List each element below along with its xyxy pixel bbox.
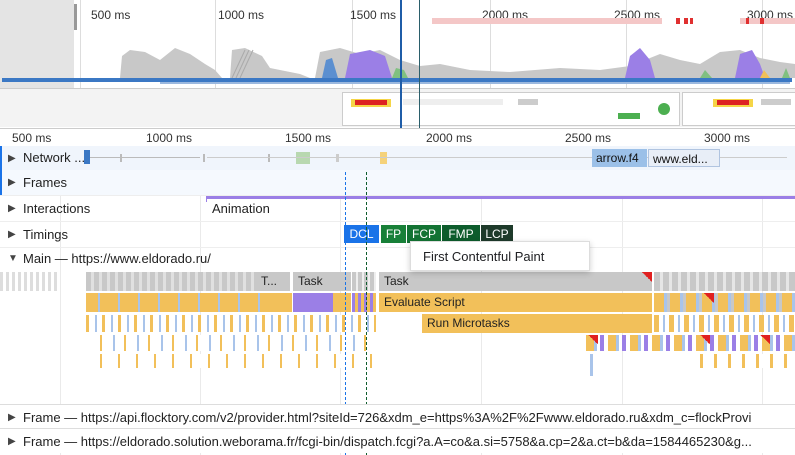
overview-network-bar	[2, 78, 792, 82]
long-task-marker	[760, 18, 764, 24]
fmp-marker[interactable]: FMP	[442, 225, 480, 243]
main-track-label[interactable]: Main — https://www.eldorado.ru/	[23, 251, 211, 266]
network-track-label[interactable]: Network ...	[23, 150, 86, 165]
expand-triangle-icon[interactable]: ▶	[8, 177, 16, 188]
frames-track[interactable]: ▶ Frames	[0, 170, 795, 196]
frame-track-weborama[interactable]: ▶ Frame — https://eldorado.solution.webo…	[0, 428, 795, 453]
overview-tick-1500: 1500 ms	[350, 8, 397, 22]
task-block[interactable]: Task	[293, 272, 351, 291]
ruler-tick-500: 500 ms	[12, 131, 52, 145]
lcp-marker[interactable]: LCP	[481, 225, 513, 243]
overview-window-left-handle[interactable]	[400, 0, 402, 128]
fcp-marker[interactable]: FCP	[407, 225, 441, 243]
run-microtasks-block[interactable]: Run Microtasks	[422, 314, 652, 333]
fp-marker[interactable]: FP	[381, 225, 406, 243]
expand-triangle-icon[interactable]: ▶	[8, 412, 16, 423]
ruler-tick-2500: 2500 ms	[565, 131, 612, 145]
ruler-tick-1000: 1000 ms	[146, 131, 193, 145]
long-task-strip	[432, 18, 662, 24]
frame-track-label[interactable]: Frame — https://api.flocktory.com/v2/pro…	[23, 410, 752, 425]
frame-track-flocktory[interactable]: ▶ Frame — https://api.flocktory.com/v2/p…	[0, 404, 795, 429]
network-track[interactable]: ▶ Network ... arrow.f4 www.eld...	[0, 146, 795, 171]
task-block[interactable]: T...	[256, 272, 290, 291]
network-request-arrow[interactable]: arrow.f4	[592, 149, 647, 167]
long-task-strip	[740, 18, 795, 24]
expand-triangle-icon[interactable]: ▶	[8, 436, 16, 447]
timings-track[interactable]: ▶ Timings DCL FP FCP FMP LCP	[0, 221, 795, 248]
time-ruler: 500 ms 1000 ms 1500 ms 2000 ms 2500 ms 3…	[0, 128, 795, 147]
long-task-marker	[684, 18, 688, 24]
long-task-marker	[746, 18, 749, 24]
long-task-marker	[690, 18, 693, 24]
screenshot-thumbnail[interactable]	[682, 92, 795, 126]
network-request-eldorado[interactable]: www.eld...	[648, 149, 720, 167]
screenshot-thumbnail[interactable]	[342, 92, 680, 126]
overview-selection-handle[interactable]	[74, 4, 77, 30]
cpu-activity-chart	[120, 48, 795, 78]
timeline-overview[interactable]: 500 ms 1000 ms 1500 ms 2000 ms 2500 ms 3…	[0, 0, 795, 128]
long-task-marker	[676, 18, 680, 24]
rendering-block[interactable]	[293, 293, 333, 312]
network-request[interactable]	[84, 150, 90, 164]
ruler-tick-2000: 2000 ms	[426, 131, 473, 145]
overview-window-right-handle[interactable]	[419, 0, 420, 128]
animation-bar[interactable]	[206, 196, 795, 199]
interactions-track-label[interactable]: Interactions	[23, 201, 91, 216]
overview-network-bar-light	[160, 82, 790, 84]
network-request[interactable]	[380, 152, 387, 164]
dcl-line	[345, 172, 346, 455]
animation-label: Animation	[212, 201, 270, 216]
ruler-tick-1500: 1500 ms	[285, 131, 332, 145]
long-task-flag-icon	[704, 293, 714, 303]
network-request[interactable]	[296, 152, 310, 164]
evaluate-script-block[interactable]: Evaluate Script	[379, 293, 652, 312]
long-task-flag-icon	[642, 272, 652, 282]
ruler-tick-3000: 3000 ms	[704, 131, 751, 145]
main-flame-chart[interactable]: T... Task Task Evaluate Script Run Micro…	[0, 272, 795, 402]
expand-triangle-icon[interactable]: ▶	[8, 203, 16, 214]
collapse-triangle-icon[interactable]: ▼	[8, 253, 18, 264]
frames-track-label[interactable]: Frames	[23, 175, 68, 190]
overview-tick-1000: 1000 ms	[218, 8, 265, 22]
overview-tick-500: 500 ms	[91, 8, 131, 22]
interactions-track[interactable]: ▶ Interactions Animation	[0, 195, 795, 222]
task-block-long[interactable]: Task	[379, 272, 652, 291]
main-track-header[interactable]: ▼ Main — https://www.eldorado.ru/	[0, 247, 795, 269]
expand-triangle-icon[interactable]: ▶	[8, 229, 16, 240]
dcl-marker[interactable]: DCL	[344, 225, 379, 243]
timings-track-label[interactable]: Timings	[23, 227, 69, 242]
fcp-line	[366, 172, 367, 455]
frame-track-label[interactable]: Frame — https://eldorado.solution.webora…	[23, 434, 752, 449]
expand-triangle-icon[interactable]: ▶	[8, 153, 16, 164]
fcp-tooltip: First Contentful Paint	[410, 241, 590, 271]
